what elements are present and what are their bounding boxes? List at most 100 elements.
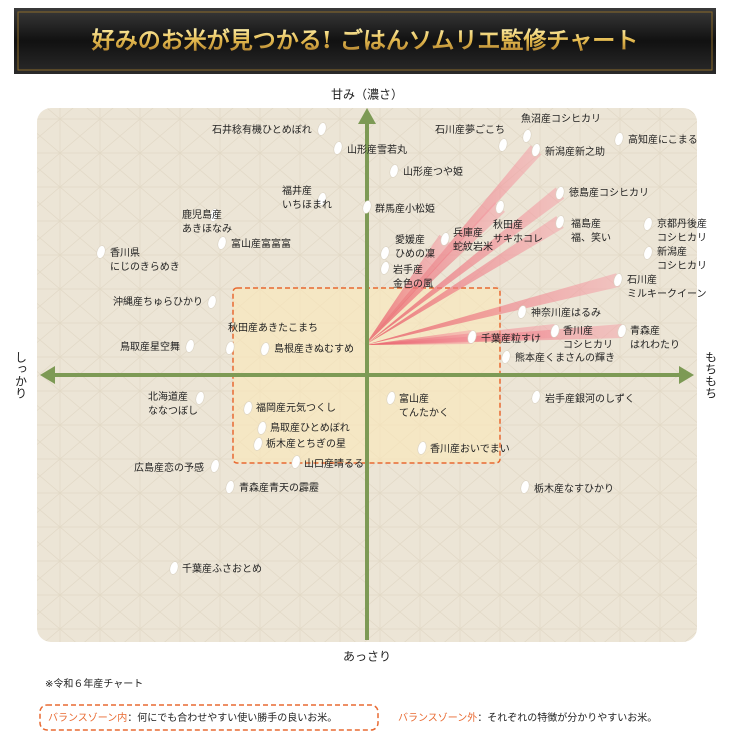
legend-desc: ：それぞれの特徴が分かりやすいお米。 (477, 711, 657, 724)
item-label: にじのきらめき (110, 261, 180, 273)
legend-1: バランスゾーン内：何にでも合わせやすい使い勝手の良いお米。 (48, 711, 337, 724)
rice-grain (291, 455, 301, 469)
rice-grain (550, 324, 560, 338)
item-label: 山口産晴るる (304, 457, 364, 470)
item-label: 福岡産元気つくし (256, 401, 336, 414)
item-label: 栃木産とちぎの星 (266, 437, 346, 450)
axis-left: しっかり (14, 351, 28, 399)
item-label: 千葉産粒すけ (481, 332, 541, 345)
legend-2: バランスゾーン外：それぞれの特徴が分かりやすいお米。 (398, 711, 657, 724)
rice-grain (555, 186, 565, 200)
item-label: 山形産つや姫 (403, 165, 463, 178)
item-label: 石井稔有機ひとめぼれ (212, 123, 312, 136)
fan-ray (365, 330, 473, 345)
item-label: 京都丹後産 (657, 217, 707, 230)
item-label: 香川産 (563, 324, 593, 337)
rice-grain (169, 561, 179, 575)
header-bar (14, 8, 716, 74)
rice-grain (209, 208, 219, 222)
fan-ray (365, 202, 506, 345)
item-label: 群馬産小松姫 (375, 202, 435, 215)
rice-grain (195, 391, 205, 405)
rice-grain (495, 200, 505, 214)
item-label: 広島産恋の予感 (134, 461, 204, 474)
item-label: 栃木産なすひかり (534, 482, 614, 495)
item-label: 秋田産あきたこまち (228, 321, 318, 334)
arrow (40, 366, 55, 384)
item-label: 新潟産 (657, 245, 687, 258)
item-label: ひめの凜 (395, 247, 435, 260)
rice-grain (440, 232, 450, 246)
fan-ray (365, 145, 542, 345)
rice-grain (531, 143, 541, 157)
item-label: ななつぼし (148, 405, 198, 417)
fan (365, 145, 623, 345)
rice-grain (498, 138, 508, 152)
fan-ray (365, 216, 564, 345)
item-label: 徳島産コシヒカリ (569, 186, 649, 199)
item-label: 神奈川産はるみ (531, 306, 601, 319)
item-label: 福井産 (282, 184, 312, 197)
rice-grain (210, 459, 220, 473)
rice-grain (520, 480, 530, 494)
legend-term: バランスゾーン内 (48, 711, 127, 724)
item-label: 魚沼産コシヒカリ (521, 112, 601, 125)
rice-grain (380, 261, 390, 275)
rice-grain (531, 390, 541, 404)
item-label: 沖縄産ちゅらひかり (113, 295, 203, 308)
item-label: 福島産 (571, 217, 601, 230)
item-label: コシヒカリ (563, 339, 613, 351)
item-label: ミルキークイーン (627, 288, 707, 300)
item-label: いちほまれ (282, 199, 332, 211)
rice-grain (185, 339, 195, 353)
item-label: 秋田産 (493, 218, 523, 231)
item-label: あきほなみ (182, 223, 232, 235)
rice-grain (555, 215, 565, 229)
rice-grain (467, 330, 477, 344)
item-label: 熊本産くまさんの輝き (515, 351, 615, 364)
item-label: 石川産夢ごこち (435, 123, 505, 136)
rice-grain (643, 246, 653, 260)
header-frame (17, 11, 713, 71)
rice-grain (522, 129, 532, 143)
legend-term: バランスゾーン外 (398, 712, 477, 724)
item-label: 新潟産新之助 (545, 145, 605, 158)
rice-grain (643, 217, 653, 231)
title: 好みのお米が見つかる! ごはんソムリエ監修チャート (91, 27, 638, 54)
item-label: 千葉産ふさおとめ (182, 562, 262, 575)
item-label: 鳥取産ひとめぼれ (270, 421, 350, 434)
item-label: 山形産雪若丸 (347, 143, 407, 156)
item-label: 福、笑い (571, 231, 611, 244)
item-label: てんたかく (399, 407, 449, 419)
rice-grain (386, 391, 396, 405)
item-label: サキホコレ (493, 233, 543, 245)
rice-grain (417, 441, 427, 455)
item-label: 香川県 (110, 247, 140, 259)
rice-grain (614, 132, 624, 146)
rice-grain (501, 350, 511, 364)
rice-grain (389, 164, 399, 178)
legend-box (39, 704, 379, 731)
rice-grain (317, 122, 327, 136)
item-label: 青森産 (630, 324, 660, 337)
arrow (358, 108, 376, 124)
item-label: コシヒカリ (657, 232, 707, 244)
item-label: 鹿児島産 (182, 208, 222, 221)
item-label: 蛇紋岩米 (453, 240, 493, 253)
rice-grain (260, 342, 270, 356)
legend-desc: ：何にでも合わせやすい使い勝手の良いお米。 (127, 711, 337, 724)
rice-grain (225, 341, 235, 355)
rice-grain (333, 141, 343, 155)
item-label: 岩手産銀河のしずく (545, 392, 635, 405)
axis-right: もちもち (704, 351, 718, 399)
rice-grain (517, 305, 527, 319)
item-label: 富山産 (399, 392, 429, 405)
rice-grain (253, 437, 263, 451)
item-label: 鳥取産星空舞 (120, 340, 180, 353)
item-label: 金色の風 (393, 277, 433, 290)
rice-grain (207, 295, 217, 309)
rice-grain (613, 273, 623, 287)
item-label: 石川産 (627, 273, 657, 286)
